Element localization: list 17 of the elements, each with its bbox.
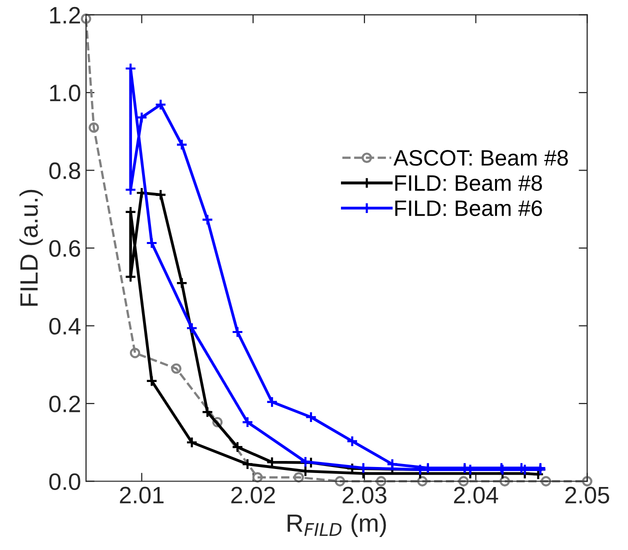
x-tick-label: 2.05: [565, 486, 610, 504]
y-tick-label: 1.2: [50, 6, 80, 24]
legend-label: FILD: Beam #8: [395, 175, 542, 191]
x-tick-label: 2.02: [231, 486, 275, 504]
y-tick-label: 1.0: [50, 84, 80, 102]
x-tick-label: 2.03: [342, 486, 386, 504]
y-tick-label: 0.4: [49, 318, 80, 335]
x-axis-title: R$_{FILD}$ (m): [288, 514, 386, 537]
x-tick-label: 2.01: [120, 486, 164, 504]
y-tick-label: 0.8: [49, 162, 80, 180]
y-tick-label: 0.2: [49, 396, 80, 412]
y-tick-label: 0.6: [49, 240, 80, 257]
y-axis-title: FILD (a.u.): [19, 190, 43, 306]
y-tick-label: 0.0: [49, 473, 80, 490]
legend-label: FILD: Beam #6: [395, 200, 542, 216]
x-tick-label: 2.04: [454, 486, 498, 504]
legend-label: ASCOT: Beam #8: [394, 150, 568, 166]
